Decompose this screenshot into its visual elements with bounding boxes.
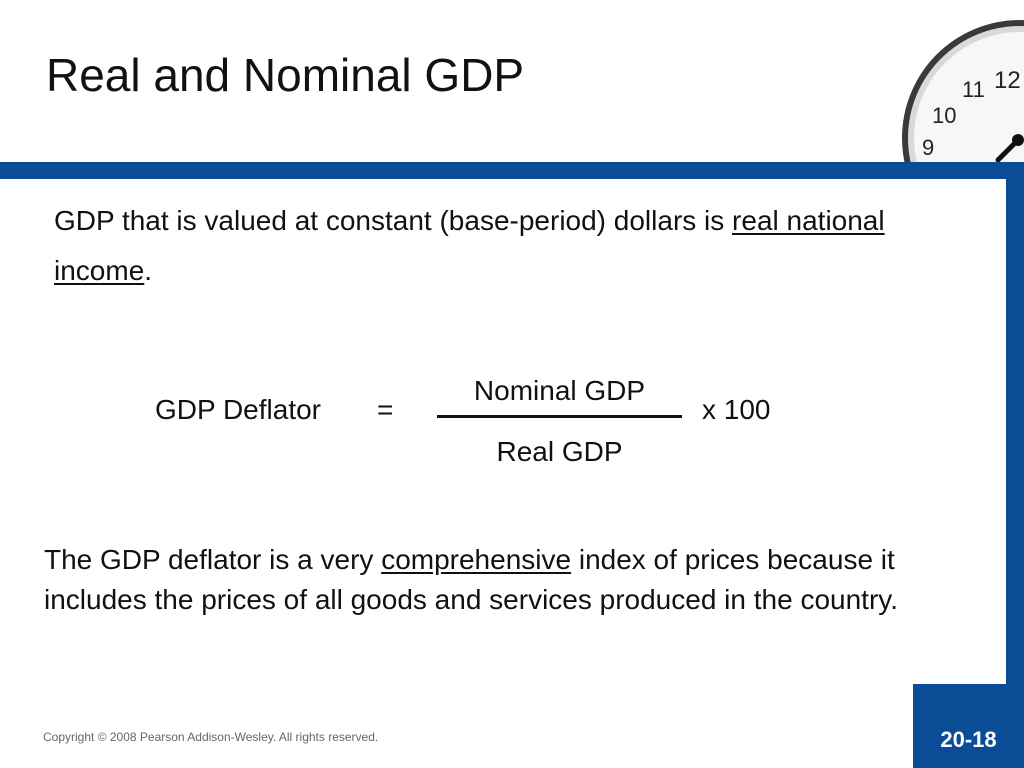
- header-divider-bar: [0, 162, 1024, 179]
- copyright-notice: Copyright © 2008 Pearson Addison-Wesley.…: [43, 730, 379, 744]
- formula-denominator: Real GDP: [496, 436, 623, 467]
- explanation-paragraph: The GDP deflator is a very comprehensive…: [44, 540, 914, 620]
- explanation-text: The GDP deflator is a very: [44, 544, 382, 575]
- formula-equals: =: [377, 394, 394, 425]
- explanation-term: comprehensive: [381, 544, 572, 575]
- clock-numeral-10: 10: [932, 103, 956, 128]
- explanation-end: index of prices because it includes the …: [44, 544, 898, 615]
- clock-numeral-12: 12: [994, 67, 1021, 94]
- definition-paragraph: GDP that is valued at constant (base-per…: [54, 196, 954, 296]
- clock-numeral-9: 9: [922, 135, 934, 160]
- definition-text: GDP that is valued at constant (base-per…: [54, 205, 733, 236]
- clock-numeral-11: 11: [962, 77, 985, 102]
- definition-term: real national income: [54, 205, 885, 286]
- fraction-line: [437, 415, 682, 418]
- slide-title: Real and Nominal GDP: [46, 49, 525, 101]
- definition-end: .: [144, 255, 153, 286]
- formula-label: GDP Deflator: [155, 394, 321, 425]
- clock-icon: 12 11 10 9: [902, 20, 1024, 166]
- right-accent-bar: [1006, 179, 1024, 684]
- formula-numerator: Nominal GDP: [473, 375, 646, 406]
- slide-number: 20-18: [913, 684, 1024, 768]
- formula-multiplier: x 100: [702, 394, 771, 425]
- clock-image: 12 11 10 9: [890, 0, 1024, 166]
